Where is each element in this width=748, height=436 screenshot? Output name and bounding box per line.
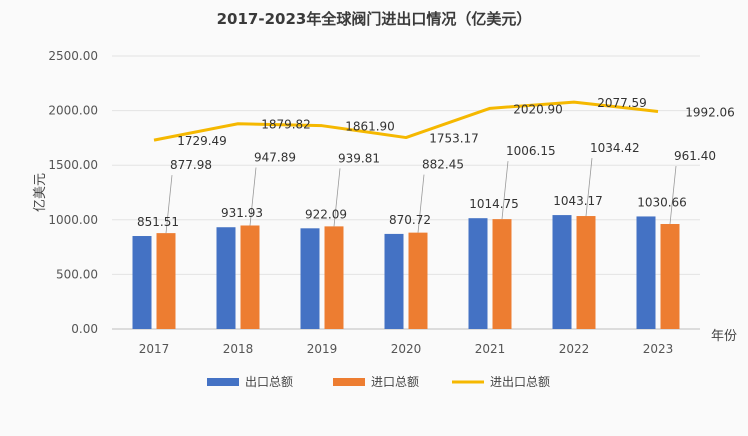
data-label-import-2020: 882.45 <box>422 158 464 172</box>
data-label-export-2020: 870.72 <box>389 213 431 227</box>
bar-import-2021 <box>492 219 512 329</box>
data-label-import-2017: 877.98 <box>170 158 212 172</box>
y-tick-label: 0.00 <box>71 322 98 336</box>
leader-line-import-2021 <box>501 161 509 220</box>
data-label-total-2022: 2077.59 <box>597 96 647 110</box>
bar-export-2021 <box>468 218 488 329</box>
leader-line-import-2022 <box>585 158 593 217</box>
data-label-export-2021: 1014.75 <box>469 197 519 211</box>
leader-line-import-2019 <box>333 168 341 227</box>
x-tick-label-2017: 2017 <box>139 342 170 356</box>
leader-line-import-2020 <box>417 174 425 233</box>
legend-import-swatch <box>333 378 365 386</box>
x-tick-label-2023: 2023 <box>643 342 674 356</box>
series-line-total <box>153 100 659 142</box>
data-label-total-2019: 1861.90 <box>345 120 395 134</box>
data-label-export-2023: 1030.66 <box>637 195 687 209</box>
bar-export-2023 <box>636 216 656 329</box>
y-tick-label: 2500.00 <box>48 49 98 63</box>
data-label-export-2022: 1043.17 <box>553 194 603 208</box>
y-tick-label: 1500.00 <box>48 158 98 172</box>
data-label-total-2021: 2020.90 <box>513 102 563 116</box>
bar-export-2017 <box>132 236 152 329</box>
bar-import-2018 <box>240 225 260 329</box>
legend-total-label: 进出口总额 <box>490 375 550 389</box>
data-label-import-2021: 1006.15 <box>506 144 556 158</box>
x-axis-title: 年份 <box>711 329 737 344</box>
data-label-export-2018: 931.93 <box>221 206 263 220</box>
data-label-total-2023: 1992.06 <box>685 105 735 119</box>
legend-export-label: 出口总额 <box>245 375 293 389</box>
data-label-import-2022: 1034.42 <box>590 141 640 155</box>
data-label-import-2018: 947.89 <box>254 150 296 164</box>
leader-line-import-2018 <box>249 167 257 226</box>
x-tick-label-2022: 2022 <box>559 342 590 356</box>
data-label-total-2018: 1879.82 <box>261 118 311 132</box>
leader-line-import-2017 <box>165 175 173 234</box>
data-label-export-2017: 851.51 <box>137 215 179 229</box>
legend-export-swatch <box>207 378 239 386</box>
x-tick-label-2019: 2019 <box>307 342 338 356</box>
chart-title: 2017-2023年全球阀门进出口情况（亿美元） <box>216 10 532 28</box>
y-tick-label: 500.00 <box>56 267 98 281</box>
bar-import-2017 <box>156 233 176 329</box>
bar-export-2019 <box>300 228 320 329</box>
y-axis-title: 亿美元 <box>33 173 48 212</box>
legend-import-label: 进口总额 <box>371 375 419 389</box>
x-tick-label-2021: 2021 <box>475 342 506 356</box>
bar-export-2022 <box>552 215 572 329</box>
bar-export-2020 <box>384 233 404 329</box>
bar-import-2022 <box>576 216 596 329</box>
y-tick-label: 1000.00 <box>48 213 98 227</box>
x-tick-label-2018: 2018 <box>223 342 254 356</box>
data-label-import-2019: 939.81 <box>338 151 380 165</box>
bar-export-2018 <box>216 227 236 329</box>
x-tick-label-2020: 2020 <box>391 342 422 356</box>
bar-import-2023 <box>660 224 680 329</box>
data-label-import-2023: 961.40 <box>674 149 716 163</box>
y-tick-label: 2000.00 <box>48 104 98 118</box>
leader-line-import-2023 <box>669 165 677 225</box>
bar-import-2019 <box>324 226 344 329</box>
data-label-total-2020: 1753.17 <box>429 132 479 146</box>
bar-import-2020 <box>408 232 428 329</box>
data-label-total-2017: 1729.49 <box>177 134 227 148</box>
data-label-export-2019: 922.09 <box>305 207 347 221</box>
